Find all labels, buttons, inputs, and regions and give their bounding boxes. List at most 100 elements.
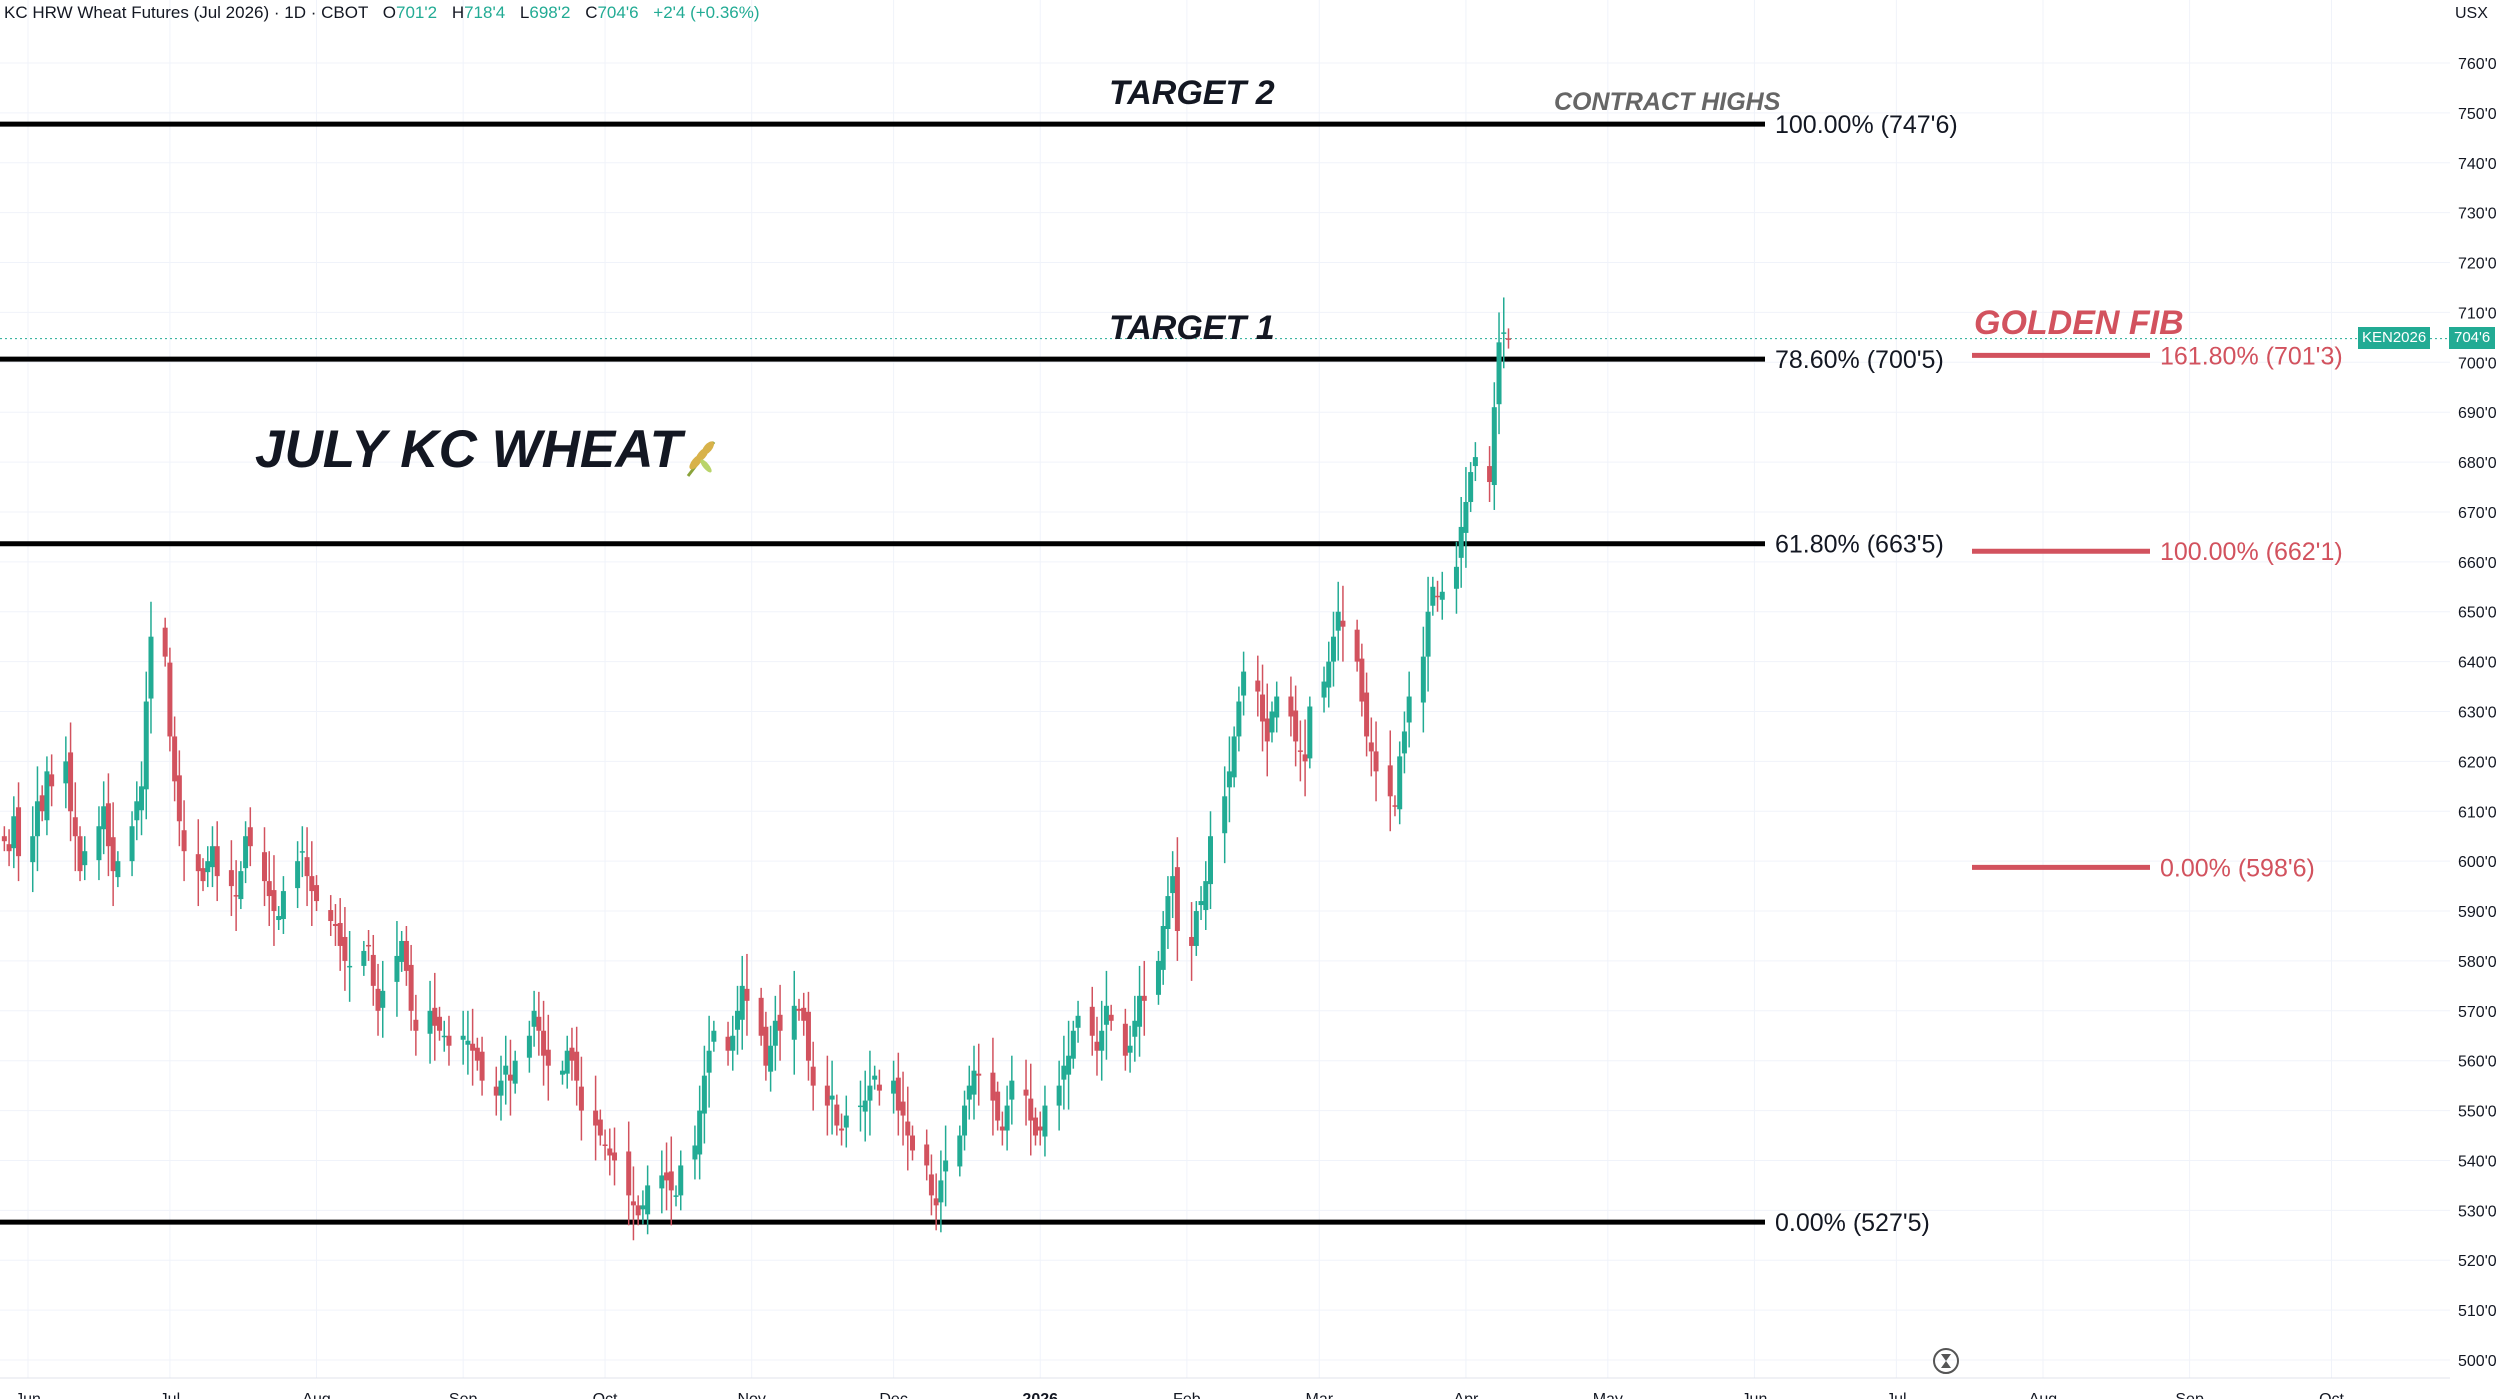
candle [1307,696,1313,769]
candle-body [597,1119,603,1136]
candle [1401,711,1407,774]
candle [1359,643,1365,717]
contract-highs-label: CONTRACT HIGHS [1554,88,1781,116]
candle-body [1193,911,1199,946]
currency-unit[interactable]: USX [2455,5,2488,22]
candle-body [895,1077,901,1111]
candle [1373,721,1379,802]
candle [664,1142,670,1211]
candle-body [1321,681,1327,698]
candle [309,841,315,927]
timer-icon[interactable] [1933,1348,1959,1374]
x-tick-label: Sep [2175,1391,2204,1399]
candle-body [1127,1045,1133,1053]
candle [1293,685,1299,767]
candle [1302,719,1308,797]
x-tick-label: Feb [1173,1391,1201,1399]
candle-body [1293,710,1299,742]
candle [531,990,537,1047]
candle [711,1020,717,1052]
candle [645,1165,651,1235]
candle-body [1274,696,1280,718]
candle [413,994,419,1056]
y-tick-label: 640'0 [2458,655,2497,672]
candle-body [1004,1105,1010,1131]
fib-extension-label: 161.80% (701'3) [2160,342,2343,370]
candle [1326,641,1332,708]
candle-body [564,1050,570,1074]
candle [271,855,277,946]
candle [857,1080,863,1132]
candle-body [1189,936,1195,946]
candle [1155,950,1161,1005]
candle [678,1150,684,1211]
candle [332,904,338,946]
candle-body [380,990,386,1008]
x-tick-label: Aug [2029,1391,2057,1399]
candle-body [824,1085,830,1106]
candle [1496,312,1502,435]
candle-body [673,1195,679,1197]
candle [1354,619,1360,672]
x-tick-label: May [1593,1391,1623,1399]
candle [380,960,386,1038]
candle-body [668,1171,674,1191]
candle-body [176,775,182,822]
candle [1174,837,1180,961]
candle [772,995,778,1071]
candle-body [1505,338,1511,340]
candle-body [1453,566,1459,589]
candle-body [796,1008,802,1011]
candle [564,1035,570,1089]
candle [375,963,381,1036]
candle [1288,676,1294,737]
candle [115,851,121,888]
candle-body [976,1073,982,1076]
candle-body [692,1145,698,1160]
target-2-label: TARGET 2 [1109,74,1275,112]
candle [474,1037,480,1071]
candle-body [1174,867,1180,931]
candle-body [1056,1085,1062,1106]
candle [1241,651,1247,716]
candle [1226,736,1232,823]
candle-body [659,1175,665,1189]
candle [299,826,305,878]
candle-body [503,1065,509,1075]
candle [394,921,400,1017]
candle [526,1020,532,1073]
candle-body [1160,926,1166,970]
open-value: 701'2 [396,3,438,22]
candle [328,895,334,936]
candle-body [437,1016,443,1031]
candle [1009,1055,1015,1125]
candle-body [1368,742,1374,752]
candle-body [1472,457,1478,467]
candle-body [342,936,348,961]
candle-body [1042,1105,1048,1137]
candle-body [399,940,405,962]
candle-body [276,916,282,921]
candle [1231,726,1237,788]
candle [247,807,253,867]
candle [1137,965,1143,1057]
candle-body [16,807,22,857]
candle-body [1397,756,1403,810]
candle [465,1010,471,1075]
candle-body [195,854,201,872]
retracement-level-label: 0.00% (527'5) [1775,1209,1930,1237]
golden-fib-label: GOLDEN FIB [1974,304,2184,342]
candle [1141,960,1147,1036]
candle-body [706,1050,712,1073]
candle [493,1066,499,1116]
candle [507,1039,513,1116]
candle [1505,328,1511,349]
candle [706,1015,712,1108]
candle-body [1075,1015,1081,1028]
candle-body [995,1091,1001,1121]
candle [399,930,405,972]
candle [101,781,107,855]
candle-body [834,1104,840,1126]
candle [768,1025,774,1092]
